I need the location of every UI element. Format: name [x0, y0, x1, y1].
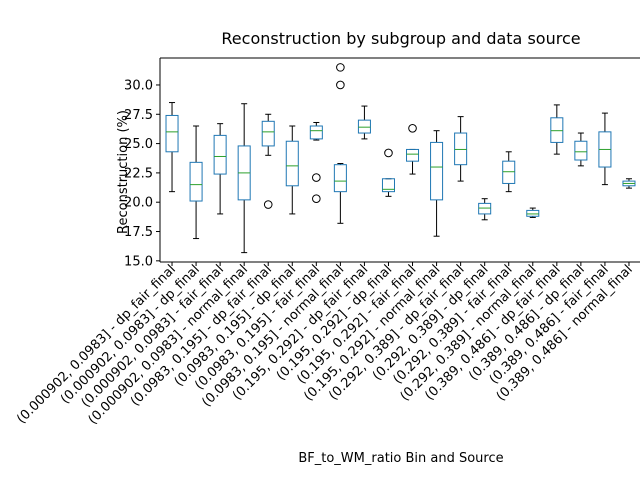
- box: [309, 125, 323, 140]
- box: [189, 161, 203, 202]
- outlier-point: [312, 173, 321, 182]
- outlier-point: [336, 63, 345, 72]
- y-tick-label: 22.5: [124, 166, 153, 181]
- y-tick-label: 25.0: [124, 137, 153, 152]
- box: [430, 141, 444, 201]
- y-tick-label: 30.0: [124, 78, 153, 93]
- box: [333, 164, 347, 193]
- box: [285, 140, 299, 187]
- box: [550, 117, 564, 143]
- outlier-point: [312, 194, 321, 203]
- outlier-point: [384, 148, 393, 158]
- outlier-point: [263, 200, 273, 209]
- box: [406, 148, 420, 162]
- box: [454, 132, 468, 166]
- plot-area: 15.017.520.022.525.027.530.0(0.000902, 0…: [14, 57, 640, 428]
- outlier-point: [336, 80, 345, 90]
- y-tick-label: 17.5: [124, 225, 153, 240]
- box: [213, 134, 227, 175]
- box: [478, 202, 492, 215]
- box: [261, 120, 275, 147]
- box: [574, 140, 588, 161]
- y-axis-title: Reconstruction (%): [116, 110, 131, 234]
- box: [357, 119, 371, 134]
- outlier-point: [408, 124, 417, 133]
- box: [165, 114, 179, 153]
- box: [381, 178, 395, 193]
- x-axis-title: BF_to_WM_ratio Bin and Source: [298, 451, 503, 466]
- chart-title: Reconstruction by subgroup and data sour…: [221, 29, 580, 48]
- y-tick-label: 15.0: [124, 254, 153, 269]
- box: [526, 209, 540, 217]
- y-tick-label: 27.5: [124, 108, 153, 123]
- box: [502, 160, 516, 184]
- y-tick-label: 20.0: [124, 196, 153, 211]
